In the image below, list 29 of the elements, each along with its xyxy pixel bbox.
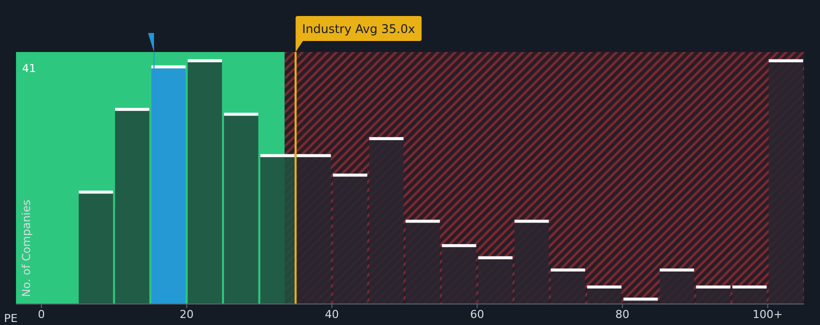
- x-tick-label: 20: [180, 308, 194, 321]
- bar: [549, 268, 587, 306]
- y-axis-title: No. of Companies: [20, 200, 33, 297]
- bar: [586, 285, 623, 306]
- bar: [368, 137, 406, 306]
- x-tick-label: 0: [38, 308, 45, 321]
- bar: [476, 256, 514, 306]
- bar: [694, 285, 732, 306]
- bar: [114, 108, 151, 306]
- bar: [77, 190, 115, 306]
- bar: [767, 59, 804, 306]
- bar: [258, 154, 296, 306]
- bar: [295, 154, 332, 306]
- bar: [622, 298, 660, 306]
- x-tick-label: 100+: [752, 308, 783, 321]
- bar: [440, 244, 478, 306]
- bar: [186, 59, 224, 306]
- x-tick-label: 60: [470, 308, 484, 321]
- bar: [222, 112, 260, 306]
- bar: [730, 285, 768, 306]
- x-tick-label: 80: [615, 308, 630, 321]
- x-tick-label: 40: [324, 308, 339, 321]
- x-axis-title: PE: [4, 312, 18, 325]
- annotation: 41: [22, 62, 36, 75]
- bar: [512, 220, 550, 306]
- bar: [331, 174, 369, 306]
- ref-line-label: Industry Avg 35.0x: [302, 22, 416, 36]
- bar: [404, 220, 442, 306]
- bar: [658, 268, 696, 306]
